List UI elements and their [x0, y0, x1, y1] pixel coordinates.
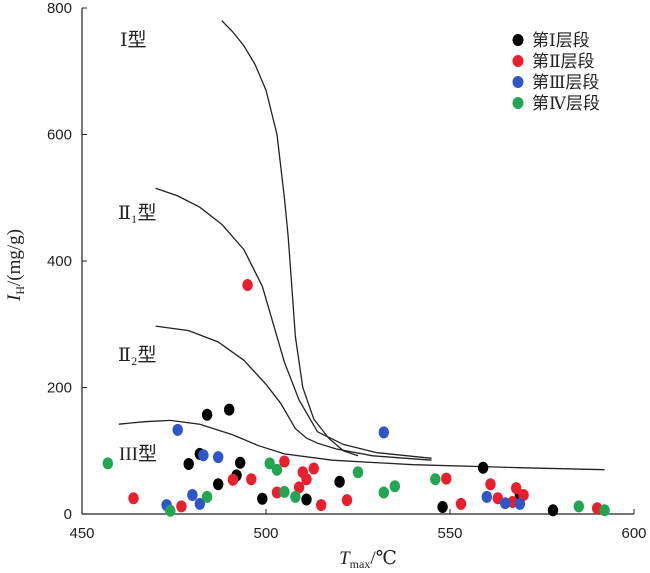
- data-point: [102, 457, 114, 470]
- data-point: [511, 482, 522, 495]
- data-point: [201, 490, 213, 503]
- legend-label: 第Ⅲ层段: [532, 73, 599, 92]
- data-point: [547, 504, 559, 517]
- data-point: [290, 490, 301, 503]
- data-point: [271, 463, 283, 476]
- data-point: [257, 492, 268, 505]
- data-point: [224, 403, 235, 416]
- y-tick-label: 400: [47, 253, 72, 270]
- data-point: [352, 466, 364, 479]
- curve-label: Ⅱ₁型: [118, 202, 157, 224]
- x-axis-title: Tmax/℃: [339, 548, 397, 571]
- type-curve: [155, 325, 432, 461]
- x-tick-label: 500: [253, 525, 278, 542]
- legend-marker: [512, 97, 524, 109]
- data-point: [485, 478, 496, 491]
- data-point: [235, 456, 246, 469]
- data-point: [437, 501, 448, 513]
- axes: 450 500 550 600 0 200 400 600 800 Tmax/℃ IH/(mg/g): [4, 0, 647, 571]
- x-tick-label: 450: [69, 525, 94, 542]
- data-point: [198, 449, 209, 462]
- x-tick-label: 550: [437, 525, 462, 542]
- data-point: [271, 486, 283, 499]
- legend-marker: [512, 34, 524, 46]
- data-point: [500, 497, 511, 510]
- legend-marker: [512, 55, 524, 67]
- data-point: [378, 486, 389, 499]
- type-curve: [118, 419, 605, 471]
- curve-label: III型: [119, 443, 157, 465]
- data-point: [599, 504, 610, 517]
- data-point: [279, 455, 290, 468]
- y-axis-title: IH/(mg/g): [4, 229, 27, 302]
- data-point: [341, 494, 353, 507]
- data-point: [128, 492, 139, 505]
- x-tick-label: 600: [621, 525, 646, 542]
- y-tick-label: 800: [47, 0, 72, 17]
- data-point: [165, 504, 176, 517]
- legend-label: 第Ⅰ层段: [532, 31, 590, 50]
- data-point: [441, 472, 452, 485]
- data-point: [187, 489, 198, 501]
- data-point: [172, 423, 183, 436]
- data-point: [176, 500, 187, 513]
- data-points: [102, 279, 610, 517]
- kerogen-type-curves: Ⅰ型 Ⅱ₁型 Ⅱ₂型 III型: [118, 20, 605, 471]
- data-point: [227, 473, 239, 486]
- data-point: [514, 497, 526, 510]
- data-point: [316, 499, 327, 512]
- legend-label: 第Ⅳ层段: [532, 94, 600, 113]
- data-point: [430, 473, 441, 486]
- curve-label: Ⅱ₂型: [118, 344, 157, 366]
- data-point: [201, 408, 213, 421]
- data-point: [213, 451, 224, 464]
- data-point: [301, 493, 312, 506]
- data-point: [477, 461, 489, 474]
- data-point: [279, 485, 290, 498]
- data-point: [293, 481, 305, 494]
- data-point: [183, 458, 194, 470]
- type-curve: [221, 20, 359, 457]
- data-point: [378, 426, 389, 439]
- legend-label: 第Ⅱ层段: [532, 52, 595, 71]
- data-point: [194, 497, 205, 510]
- data-point: [242, 279, 253, 291]
- curve-label: Ⅰ型: [120, 29, 147, 51]
- data-point: [481, 490, 492, 503]
- y-tick-label: 0: [64, 506, 72, 523]
- data-point: [301, 473, 312, 486]
- data-point: [389, 480, 400, 493]
- data-point: [246, 473, 257, 486]
- data-point: [518, 489, 529, 501]
- data-point: [455, 497, 467, 510]
- type-curve: [155, 187, 432, 459]
- y-tick-label: 600: [47, 127, 72, 144]
- data-point: [264, 457, 275, 470]
- y-tick-label: 200: [47, 380, 72, 397]
- data-point: [308, 462, 319, 475]
- data-point: [213, 478, 224, 491]
- data-point: [573, 500, 584, 513]
- data-point: [334, 475, 345, 488]
- legend-marker: [512, 76, 524, 88]
